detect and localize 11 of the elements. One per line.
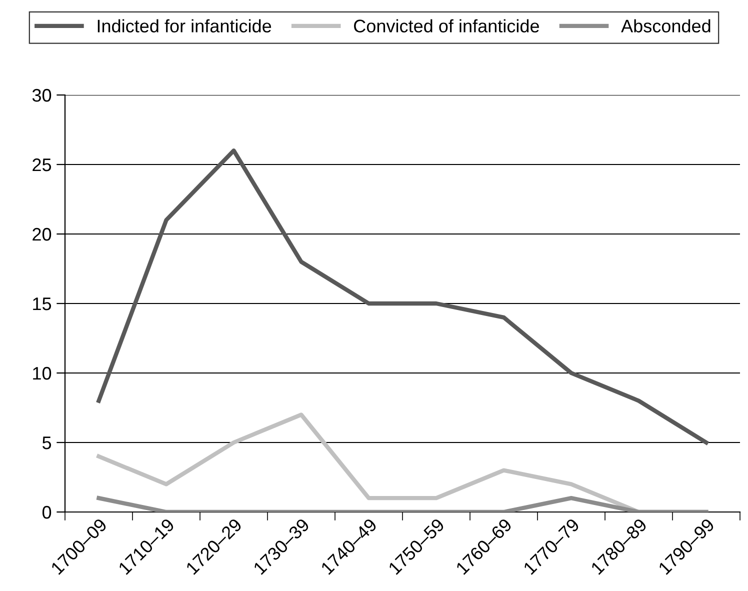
y-tick-label: 10 <box>33 366 52 380</box>
y-tick-label: 0 <box>42 506 52 519</box>
y-tick-label: 5 <box>42 436 52 450</box>
y-tick-label: 25 <box>32 158 52 172</box>
y-tick-label: 20 <box>32 228 52 241</box>
line-series <box>96 148 708 445</box>
legend-label: Convicted of infanticide <box>354 19 539 32</box>
legend-label: Absconded <box>621 19 710 32</box>
legend-label: Indicted for infanticide <box>98 19 272 32</box>
y-tick-label: 30 <box>32 88 52 102</box>
y-tick-label: 15 <box>33 298 52 310</box>
